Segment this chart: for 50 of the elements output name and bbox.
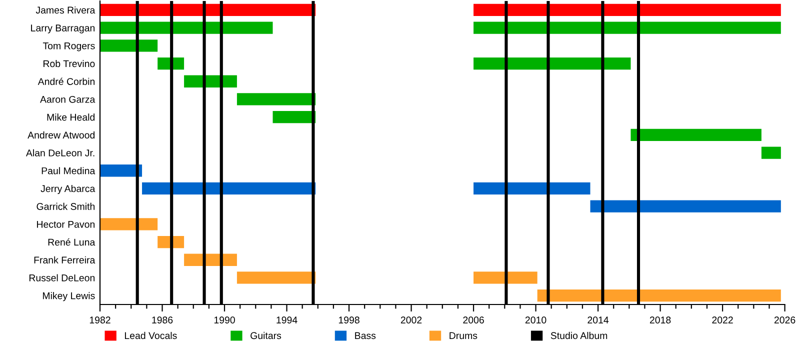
bar (100, 40, 158, 52)
y-tick-label: Aaron Garza (40, 96, 96, 103)
bar (236, 272, 316, 284)
bar (590, 200, 781, 212)
bar (474, 182, 590, 195)
y-tick-label: Hector Pavon (37, 221, 95, 228)
bar (100, 164, 142, 177)
legend-label: Lead Vocals (124, 332, 177, 340)
legend-label: Studio Album (550, 332, 608, 340)
y-tick-label: Mike Heald (47, 114, 95, 121)
legend-label: Bass (355, 332, 376, 340)
legend-label: Drums (450, 332, 478, 340)
bar (474, 57, 631, 70)
y-tick-label: Jerry Abarca (40, 184, 96, 194)
bar (474, 4, 781, 16)
bar (761, 146, 781, 159)
bar (272, 111, 316, 124)
y-tick-label: René Luna (48, 238, 96, 246)
bar (630, 128, 762, 141)
x-tick-label: 1994 (276, 316, 298, 324)
x-tick-label: 1986 (152, 316, 173, 324)
y-tick-label: Russel DeLeon (29, 274, 95, 282)
bar (474, 22, 781, 34)
bar (236, 93, 316, 106)
y-tick-label: Frank Ferreira (34, 256, 96, 264)
y-tick-label: Paul Medina (42, 167, 96, 174)
y-tick-label: Mikey Lewis (42, 292, 95, 302)
legend-label: Guitars (250, 332, 282, 340)
x-tick-label: 2002 (400, 316, 422, 324)
y-tick-label: André Corbin (38, 78, 95, 85)
y-tick-label: Andrew Atwood (28, 131, 95, 139)
x-tick-label: 2014 (588, 316, 609, 324)
bar (474, 272, 538, 284)
bar (100, 22, 273, 34)
x-tick-label: 1982 (90, 316, 110, 324)
y-tick-label: Larry Barragan (31, 24, 95, 34)
y-tick-label: Garrick Smith (36, 202, 95, 210)
x-tick-label: 2018 (650, 316, 671, 324)
x-tick-label: 2006 (463, 316, 484, 324)
y-tick-label: Rob Trevino (44, 60, 95, 68)
bar (100, 218, 158, 230)
x-tick-label: 2022 (712, 316, 733, 324)
y-tick-label: James Rivera (36, 6, 96, 14)
y-tick-label: Tom Rogers (42, 42, 95, 52)
x-tick-label: 1998 (338, 316, 360, 324)
x-tick-label: 2010 (525, 316, 546, 324)
x-tick-label: 2026 (774, 316, 796, 324)
x-tick-label: 1990 (214, 316, 235, 324)
bar (537, 290, 781, 302)
y-tick-label: Alan DeLeon Jr. (26, 149, 94, 156)
